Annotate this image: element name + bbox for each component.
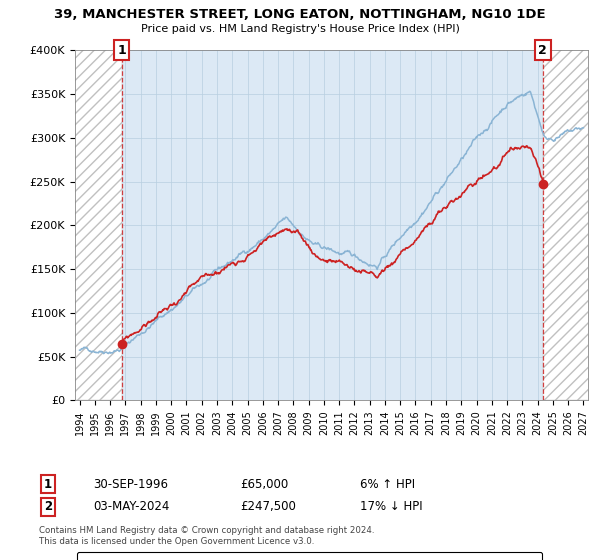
Text: £247,500: £247,500 <box>240 500 296 514</box>
Bar <box>72 50 122 400</box>
Text: 03-MAY-2024: 03-MAY-2024 <box>93 500 169 514</box>
Text: 17% ↓ HPI: 17% ↓ HPI <box>360 500 422 514</box>
Text: 2: 2 <box>538 44 547 57</box>
Text: Contains HM Land Registry data © Crown copyright and database right 2024.: Contains HM Land Registry data © Crown c… <box>39 526 374 535</box>
Text: 30-SEP-1996: 30-SEP-1996 <box>93 478 168 491</box>
Legend: 39, MANCHESTER STREET, LONG EATON, NOTTINGHAM, NG10 1DE (detached house), HPI: A: 39, MANCHESTER STREET, LONG EATON, NOTTI… <box>77 552 542 560</box>
Text: This data is licensed under the Open Government Licence v3.0.: This data is licensed under the Open Gov… <box>39 537 314 546</box>
Text: £65,000: £65,000 <box>240 478 288 491</box>
Text: 1: 1 <box>44 478 52 491</box>
Text: 39, MANCHESTER STREET, LONG EATON, NOTTINGHAM, NG10 1DE: 39, MANCHESTER STREET, LONG EATON, NOTTI… <box>54 8 546 21</box>
Text: 1: 1 <box>117 44 126 57</box>
Text: 6% ↑ HPI: 6% ↑ HPI <box>360 478 415 491</box>
Text: 2: 2 <box>44 500 52 514</box>
Bar <box>542 50 591 400</box>
Text: Price paid vs. HM Land Registry's House Price Index (HPI): Price paid vs. HM Land Registry's House … <box>140 24 460 34</box>
